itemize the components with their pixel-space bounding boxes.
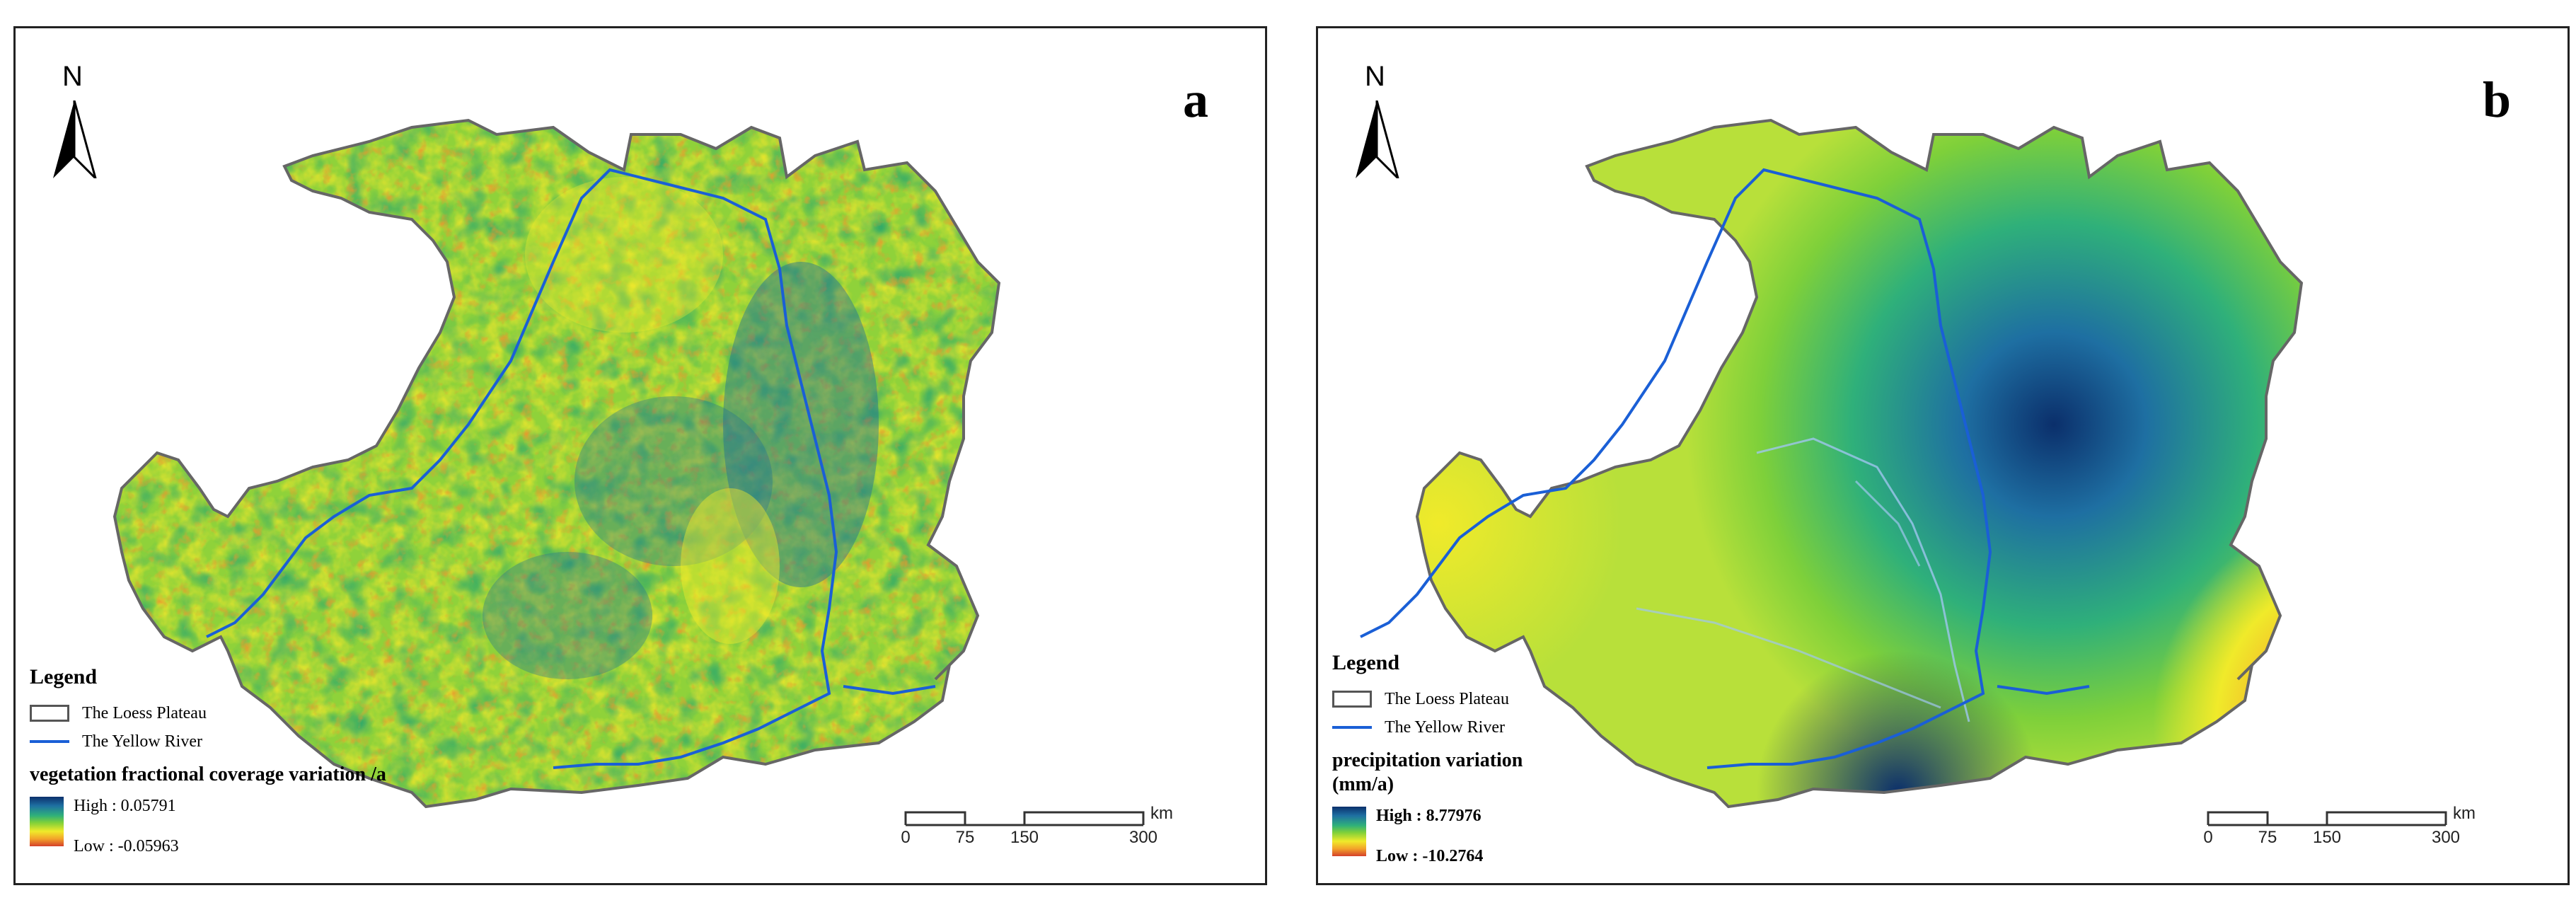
scale-unit: km [1150,804,1173,823]
scale-tick: 0 [2203,828,2213,847]
legend-a: Legend The Loess Plateau The Yellow Rive… [30,665,525,856]
scale-bar-a: 0 75 150 300 km [901,798,1173,855]
north-arrow-a: N [50,61,106,202]
panel-letter: b [2482,71,2511,128]
scale-bar-graphic [2207,811,2447,826]
scale-tick: 0 [901,828,911,847]
plateau-label: The Loess Plateau [82,703,207,722]
legend-b: Legend The Loess Plateau The Yellow Rive… [1332,651,1827,866]
map-panel-a: N a Legend The Loess Plateau The Yellow … [13,26,1267,885]
ramp-low-label: Low : -0.05963 [74,837,179,855]
ramp-high-label: High : 8.77976 [1376,807,1482,825]
north-label: N [1365,61,1385,92]
scale-unit: km [2453,804,2476,823]
river-label: The Yellow River [1385,717,1505,737]
yellow-river-a [206,168,838,769]
river-branch-b [1997,685,2090,696]
legend-item-river: The Yellow River [1332,713,1827,742]
river-swatch [1332,726,1372,729]
variable-title: precipitation variation (mm/a) [1332,749,1523,795]
map-panel-b: N b Legend The Loess Plateau The Yellow … [1316,26,2570,885]
panel-letter: a [1183,71,1208,128]
color-ramp [1332,807,1366,856]
plateau-swatch [1332,691,1372,708]
variable-title: vegetation fractional coverage variation… [30,763,386,785]
scale-tick: 300 [1128,828,1158,847]
color-ramp-legend: High : 0.05791 Low : -0.05963 [30,797,525,856]
color-ramp [30,797,64,846]
plateau-label: The Loess Plateau [1385,689,1509,708]
river-label: The Yellow River [82,732,202,751]
scale-bar-graphic [904,811,1145,826]
vfc-raster-a [115,120,999,807]
map-canvas-a [113,119,1000,808]
legend-title: Legend [30,665,98,688]
legend-item-plateau: The Loess Plateau [1332,685,1827,713]
river-swatch [30,740,69,743]
scale-tick: 75 [2258,828,2277,847]
north-label: N [62,61,83,92]
scale-tick: 150 [1010,828,1039,847]
plateau-swatch [30,705,69,722]
ramp-low-label: Low : -10.2764 [1376,847,1484,865]
legend-item-plateau: The Loess Plateau [30,699,525,727]
north-arrow-b: N [1352,61,1409,202]
north-arrow-icon [53,100,97,178]
yellow-river-b [1360,168,1992,769]
scale-tick: 75 [955,828,975,847]
scale-tick: 300 [2431,828,2461,847]
map-canvas-b [1360,119,2303,808]
river-branch-a [843,685,936,696]
legend-item-river: The Yellow River [30,727,525,756]
color-ramp-legend: High : 8.77976 Low : -10.2764 [1332,807,1827,866]
scale-tick: 150 [2312,828,2342,847]
scale-bar-b: 0 75 150 300 km [2203,798,2476,855]
north-arrow-icon [1356,100,1399,178]
ramp-high-label: High : 0.05791 [74,797,176,815]
legend-title: Legend [1332,651,1400,674]
